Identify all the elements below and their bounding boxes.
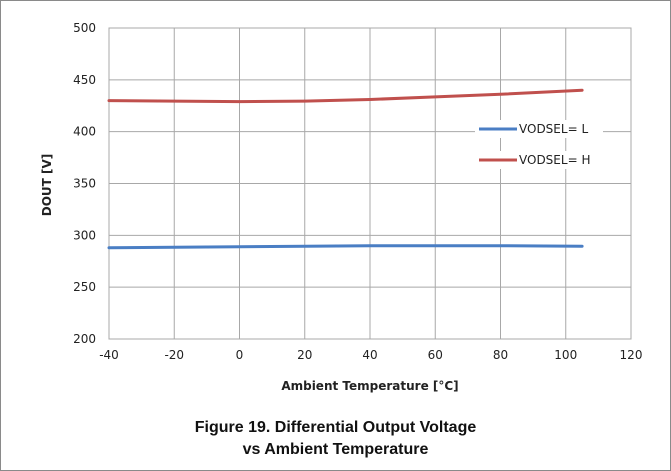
x-tick-label: 0: [236, 348, 244, 362]
y-tick-label: 200: [73, 332, 96, 346]
legend-label: VODSEL= H: [519, 153, 590, 167]
legend-entry-bg: [475, 120, 603, 138]
y-tick-label: 300: [73, 228, 96, 242]
x-axis-title: Ambient Temperature [°C]: [281, 379, 458, 393]
caption-line-1: Figure 19. Differential Output Voltage: [194, 419, 477, 436]
y-axis-title: DOUT [V]: [40, 154, 54, 217]
x-axis-ticks: -40 -20 0 20 40 60 80 100 120: [99, 348, 642, 362]
y-tick-label: 250: [73, 280, 96, 294]
x-tick-label: 40: [362, 348, 377, 362]
x-tick-label: 80: [493, 348, 508, 362]
x-tick-label: 100: [554, 348, 577, 362]
y-tick-label: 400: [73, 125, 96, 139]
chart-series: [107, 88, 584, 250]
legend-label: VODSEL= L: [519, 122, 588, 136]
x-tick-label: -20: [164, 348, 184, 362]
x-tick-label: 120: [620, 348, 643, 362]
x-tick-label: -40: [99, 348, 119, 362]
series-line-vodsel-l: [107, 244, 584, 250]
x-tick-label: 20: [297, 348, 312, 362]
chart-legend: VODSEL= L VODSEL= H: [475, 120, 603, 169]
plot-area-border: [108, 27, 632, 340]
y-tick-label: 350: [73, 177, 96, 191]
caption-line-2: vs Ambient Temperature: [242, 441, 429, 458]
chart: -40 -20 0 20 40 60 80 100 120 200 250 300 350 400 450…: [40, 21, 642, 393]
x-tick-label: 60: [428, 348, 443, 362]
series-line-vodsel-h: [107, 88, 584, 104]
y-tick-label: 450: [73, 73, 96, 87]
figure-caption: Figure 19. Differential Output Voltage v…: [1, 417, 670, 461]
y-tick-label: 500: [73, 21, 96, 35]
legend-entry-bg: [475, 151, 603, 169]
y-axis-ticks: 200 250 300 350 400 450 500: [73, 21, 96, 346]
chart-grid: [108, 27, 632, 340]
